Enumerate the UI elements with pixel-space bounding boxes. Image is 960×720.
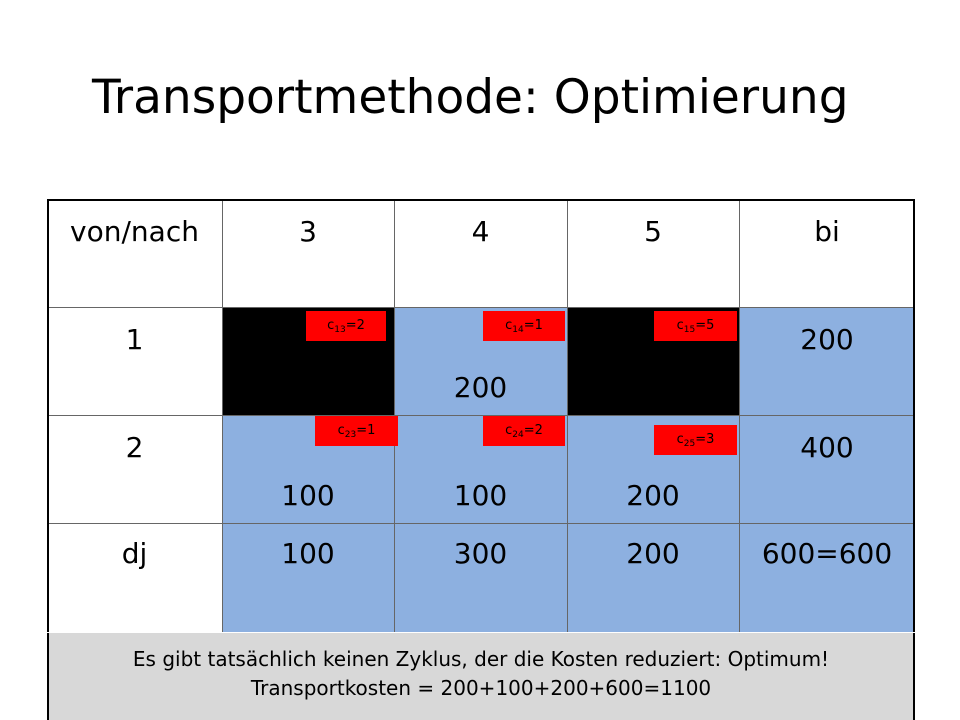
cell-1-4-value: 200: [453, 371, 508, 404]
cell-2-4-value: 100: [453, 479, 508, 512]
cost-tag-c25-sub: 25: [683, 439, 696, 449]
header-corner-label: von/nach: [70, 215, 199, 248]
cost-tag-c14-prefix: c: [505, 318, 513, 333]
cost-tag-c25-prefix: c: [676, 432, 684, 447]
demand-total-value: 600=600: [761, 537, 893, 570]
row-2-supply-value: 400: [800, 431, 854, 464]
table-border: [913, 199, 915, 632]
cost-tag-c25: c25=3: [654, 425, 737, 455]
conclusion-line-1: Es gibt tatsächlich keinen Zyklus, der d…: [132, 647, 830, 671]
header-col-4: 4: [394, 199, 567, 307]
cost-tag-c15-value: =5: [695, 318, 715, 333]
table-border: [47, 199, 915, 201]
demand-col-4: 300: [394, 523, 567, 632]
cost-tag-c14: c14=1: [483, 311, 565, 341]
header-col-5-label: 5: [644, 215, 662, 248]
demand-col-4-value: 300: [453, 537, 508, 570]
cost-tag-c14-sub: 14: [512, 325, 524, 335]
demand-total: 600=600: [739, 523, 915, 632]
table-border: [47, 199, 49, 632]
grid-line: [47, 415, 915, 416]
demand-col-5-value: 200: [626, 537, 680, 570]
header-supply: bi: [739, 199, 915, 307]
demand-label: dj: [121, 537, 148, 570]
row-1-label-cell: 1: [47, 307, 222, 415]
grid-line: [47, 307, 915, 308]
cell-2-5-value: 200: [626, 479, 680, 512]
page-title: Transportmethode: Optimierung: [92, 70, 849, 125]
cell-1-supply: 200: [739, 307, 915, 415]
cost-tag-c24: c24=2: [483, 416, 565, 446]
cost-tag-c23-sub: 23: [344, 430, 357, 440]
cost-tag-c23-value: =1: [356, 423, 376, 438]
demand-col-3: 100: [222, 523, 394, 632]
cell-2-3: 100: [222, 415, 394, 523]
cost-tag-c24-prefix: c: [505, 423, 513, 438]
cost-tag-c13-value: =2: [345, 318, 365, 333]
cell-2-supply: 400: [739, 415, 915, 523]
header-col-3-label: 3: [299, 215, 317, 248]
cost-tag-c23-prefix: c: [337, 423, 345, 438]
cost-tag-c24-value: =2: [523, 423, 543, 438]
cost-tag-c15-sub: 15: [683, 325, 696, 335]
cost-tag-c15-prefix: c: [676, 318, 684, 333]
header-supply-label: bi: [814, 215, 840, 248]
header-col-4-label: 4: [471, 215, 490, 248]
row-1-supply-value: 200: [800, 323, 854, 356]
demand-label-cell: dj: [47, 523, 222, 632]
row-1-label: 1: [125, 323, 144, 356]
conclusion-box: Es gibt tatsächlich keinen Zyklus, der d…: [47, 633, 915, 720]
cost-tag-c13: c13=2: [306, 311, 386, 341]
cost-tag-c25-value: =3: [695, 432, 715, 447]
cost-tag-c13-prefix: c: [327, 318, 335, 333]
cost-tag-c15: c15=5: [654, 311, 737, 341]
cost-tag-c24-sub: 24: [512, 430, 524, 440]
row-2-label: 2: [125, 431, 144, 464]
header-col-5: 5: [567, 199, 739, 307]
conclusion-line-2: Transportkosten = 200+100+200+600=1100: [250, 676, 712, 700]
cell-2-3-value: 100: [281, 479, 335, 512]
cost-tag-c23: c23=1: [315, 416, 398, 446]
header-col-3: 3: [222, 199, 394, 307]
demand-col-5: 200: [567, 523, 739, 632]
demand-col-3-value: 100: [281, 537, 335, 570]
grid-line: [47, 523, 915, 524]
transport-table: von/nach 3 4 5 bi 1 200 200 2 100 100 20…: [47, 199, 915, 632]
cost-tag-c14-value: =1: [523, 318, 543, 333]
header-corner-cell: von/nach: [47, 199, 222, 307]
row-2-label-cell: 2: [47, 415, 222, 523]
cost-tag-c13-sub: 13: [334, 325, 346, 335]
